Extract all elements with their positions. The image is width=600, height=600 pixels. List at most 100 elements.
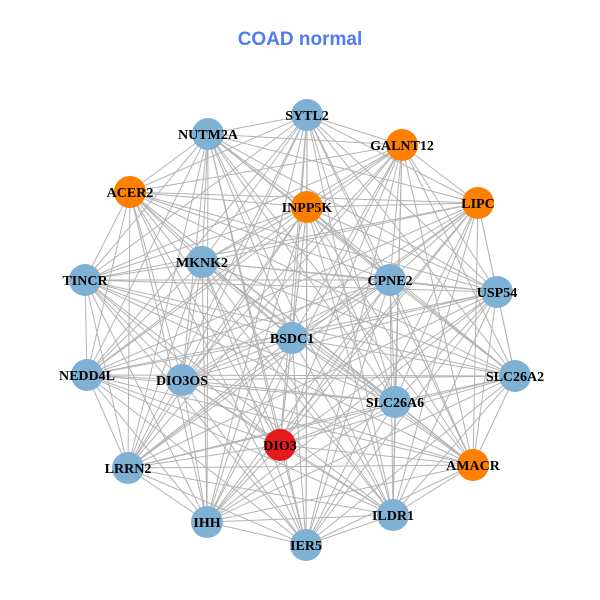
edge bbox=[306, 202, 479, 208]
edge bbox=[201, 261, 474, 466]
edge bbox=[392, 401, 396, 516]
node-circle bbox=[191, 506, 223, 538]
edge bbox=[127, 464, 474, 469]
edge bbox=[129, 133, 209, 193]
node-cpne2: CPNE2 bbox=[367, 264, 413, 296]
edge bbox=[86, 374, 396, 403]
edge bbox=[84, 279, 293, 339]
edge bbox=[291, 337, 516, 377]
edge bbox=[306, 114, 403, 146]
edge bbox=[129, 191, 516, 377]
edge bbox=[129, 191, 183, 381]
figure-title: COAD normal bbox=[237, 29, 363, 50]
edge bbox=[127, 133, 209, 469]
edge bbox=[86, 261, 203, 376]
node-ihh: IHH bbox=[191, 506, 223, 538]
node-circle bbox=[114, 176, 146, 208]
edge bbox=[201, 261, 394, 516]
node-label: SLC26A2 bbox=[486, 370, 544, 385]
edge bbox=[291, 291, 498, 339]
edge bbox=[291, 114, 308, 339]
edge bbox=[306, 206, 394, 516]
edge bbox=[306, 206, 516, 377]
edge bbox=[305, 401, 396, 546]
edge bbox=[392, 291, 498, 516]
edge bbox=[181, 375, 516, 381]
edge bbox=[84, 144, 403, 281]
edge bbox=[86, 374, 474, 466]
edge bbox=[127, 337, 293, 469]
node-dio3os: DIO3OS bbox=[156, 364, 208, 396]
node-label: MKNK2 bbox=[176, 256, 228, 271]
edge bbox=[129, 191, 281, 446]
edge bbox=[392, 375, 516, 516]
node-ier5: IER5 bbox=[290, 529, 322, 561]
node-inpp5k: INPP5K bbox=[282, 191, 332, 223]
node-circle bbox=[166, 364, 198, 396]
edge bbox=[389, 279, 498, 293]
edge bbox=[291, 337, 307, 546]
node-circle bbox=[71, 359, 103, 391]
node-label: LIPC bbox=[461, 197, 494, 212]
edge bbox=[201, 261, 281, 446]
edge bbox=[206, 514, 394, 523]
node-lipc: LIPC bbox=[461, 187, 495, 219]
node-circle bbox=[379, 386, 411, 418]
edge bbox=[472, 375, 516, 466]
edge bbox=[129, 191, 498, 293]
edge bbox=[84, 279, 208, 523]
edge bbox=[84, 191, 131, 281]
edge bbox=[84, 279, 307, 546]
edge bbox=[207, 133, 308, 208]
node-sytl2: SYTL2 bbox=[285, 99, 329, 131]
edge bbox=[86, 374, 394, 516]
edge bbox=[279, 444, 394, 516]
node-label: BSDC1 bbox=[270, 332, 314, 347]
node-label: TINCR bbox=[62, 274, 108, 289]
edge bbox=[206, 521, 307, 546]
edge bbox=[389, 144, 403, 281]
edge bbox=[86, 374, 516, 377]
node-circle bbox=[462, 187, 494, 219]
edge bbox=[181, 337, 293, 381]
edge bbox=[127, 114, 308, 469]
node-ildr1: ILDR1 bbox=[372, 499, 414, 531]
edge bbox=[279, 279, 391, 446]
edge bbox=[127, 279, 391, 469]
node-circle bbox=[290, 529, 322, 561]
node-circle bbox=[481, 276, 513, 308]
node-label: LRRN2 bbox=[105, 462, 152, 477]
edge bbox=[279, 444, 474, 466]
edge bbox=[207, 133, 307, 546]
edge bbox=[206, 206, 308, 523]
edge bbox=[207, 133, 479, 204]
edge bbox=[129, 144, 403, 193]
edge bbox=[181, 379, 474, 466]
edge bbox=[207, 114, 308, 135]
edge bbox=[129, 191, 203, 263]
edge bbox=[206, 464, 474, 523]
node-tincr: TINCR bbox=[62, 264, 108, 296]
edge bbox=[201, 261, 208, 523]
node-circle bbox=[192, 118, 224, 150]
edge bbox=[86, 279, 391, 376]
edge bbox=[84, 202, 479, 281]
edge bbox=[389, 279, 516, 377]
edge bbox=[181, 261, 203, 381]
edge bbox=[127, 467, 307, 546]
node-circle bbox=[186, 246, 218, 278]
edge bbox=[127, 467, 394, 516]
node-circle bbox=[457, 449, 489, 481]
node-circle bbox=[499, 360, 531, 392]
edge bbox=[394, 202, 479, 403]
node-circle bbox=[291, 99, 323, 131]
node-slc26a6: SLC26A6 bbox=[366, 386, 424, 418]
edge bbox=[84, 279, 474, 466]
edge bbox=[306, 206, 391, 281]
node-label: SLC26A6 bbox=[366, 396, 424, 411]
edge bbox=[84, 279, 281, 446]
node-slc26a2: SLC26A2 bbox=[486, 360, 544, 392]
nodes-layer: SYTL2 NUTM2A GALNT12 ACER2 INPP5K LIPC MKNK2 TI… bbox=[59, 99, 544, 561]
